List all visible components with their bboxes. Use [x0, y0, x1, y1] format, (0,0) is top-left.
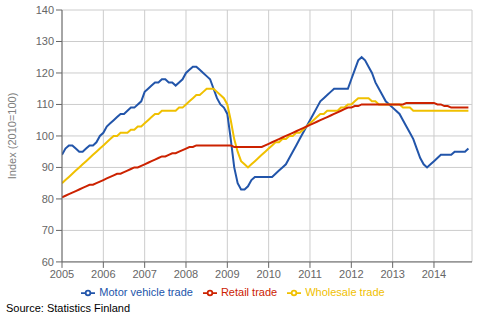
svg-text:2005: 2005 — [50, 268, 74, 280]
svg-text:140: 140 — [36, 4, 54, 16]
svg-text:130: 130 — [36, 35, 54, 47]
svg-text:80: 80 — [42, 193, 54, 205]
svg-text:Index (2010=100): Index (2010=100) — [8, 93, 18, 180]
svg-text:120: 120 — [36, 67, 54, 79]
svg-text:2012: 2012 — [339, 268, 363, 280]
svg-text:2013: 2013 — [380, 268, 404, 280]
svg-text:2007: 2007 — [132, 268, 156, 280]
svg-text:2011: 2011 — [298, 268, 322, 280]
svg-text:70: 70 — [42, 224, 54, 236]
svg-text:2009: 2009 — [215, 268, 239, 280]
svg-text:60: 60 — [42, 256, 54, 268]
svg-text:90: 90 — [42, 161, 54, 173]
svg-text:2014: 2014 — [422, 268, 446, 280]
svg-text:2010: 2010 — [256, 268, 280, 280]
svg-text:110: 110 — [36, 98, 54, 110]
html-text:Retail trade: Retail trade — [220, 285, 278, 298]
svg-text:2006: 2006 — [91, 268, 115, 280]
svg-text:2008: 2008 — [174, 268, 198, 280]
html-text:Source: Statistics Finland: Source: Statistics Finland — [6, 302, 131, 314]
svg-text:100: 100 — [36, 130, 54, 142]
html-text:Motor vehicle trade: Motor vehicle trade — [99, 285, 193, 298]
html-text:Wholesale trade: Wholesale trade — [305, 285, 385, 298]
